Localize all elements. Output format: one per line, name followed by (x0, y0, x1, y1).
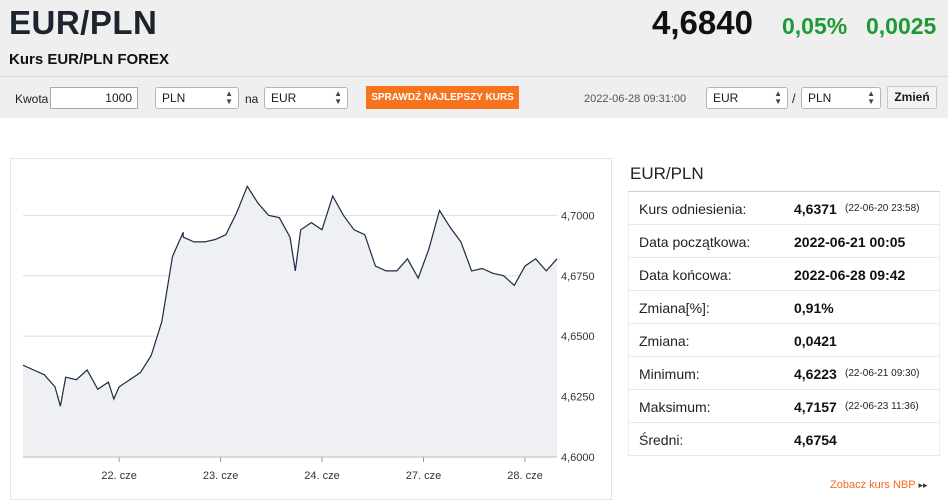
stats-row-end-date: Data końcowa: 2022-06-28 09:42 (628, 258, 940, 291)
stats-date: (22-06-20 23:58) (845, 203, 920, 214)
amount-label: Kwota (15, 92, 49, 106)
stats-value: 4,6754 (794, 432, 837, 448)
stats-row-minimum: Minimum: 4,6223 (22-06-21 09:30) (628, 357, 940, 390)
stats-row-change-pct: Zmiana[%]: 0,91% (628, 291, 940, 324)
from-currency-select[interactable]: PLN ▲ ▼ (155, 87, 239, 109)
best-rate-button[interactable]: SPRAWDŹ NAJLEPSZY KURS (366, 86, 519, 109)
base-currency-select[interactable]: EUR ▲ ▼ (706, 87, 788, 109)
stats-label: Zmiana[%]: (639, 300, 710, 316)
select-arrows-icon: ▲ ▼ (225, 89, 233, 106)
nbp-link-text: Zobacz kurs NBP (830, 479, 916, 491)
x-tick-label: 28. cze (507, 470, 542, 482)
stats-label: Maksimum: (639, 399, 711, 415)
to-currency-value: EUR (271, 91, 297, 105)
x-tick-label: 23. cze (203, 470, 238, 482)
divider (0, 76, 948, 77)
stats-value: 0,91% (794, 300, 834, 316)
stats-title: EUR/PLN (628, 158, 940, 192)
stats-label: Zmiana: (639, 333, 690, 349)
stats-value: 2022-06-21 00:05 (794, 234, 906, 250)
stats-row-start-date: Data początkowa: 2022-06-21 00:05 (628, 225, 940, 258)
select-arrows-icon: ▲ ▼ (774, 89, 782, 106)
y-tick-label: 4,6250 (561, 392, 595, 404)
series-line (22, 184, 558, 407)
stats-value: 4,6371 (794, 201, 837, 217)
to-label: na (245, 92, 259, 106)
page-subtitle: Kurs EUR/PLN FOREX (9, 51, 170, 68)
select-arrows-icon: ▲ ▼ (867, 89, 875, 106)
y-tick-label: 4,6750 (561, 271, 595, 283)
nbp-rate-link[interactable]: Zobacz kurs NBP ▸▸ (830, 479, 928, 491)
stats-value: 4,6223 (794, 366, 837, 382)
stats-table: Kurs odniesienia: 4,6371 (22-06-20 23:58… (628, 192, 940, 456)
x-tick-label: 27. cze (406, 470, 441, 482)
stats-row-maximum: Maksimum: 4,7157 (22-06-23 11:36) (628, 390, 940, 423)
x-tick-label: 22. cze (101, 470, 136, 482)
stats-row-reference: Kurs odniesienia: 4,6371 (22-06-20 23:58… (628, 192, 940, 225)
price-chart: 4,7000 4,6750 4,6500 4,6250 4,6000 22. cze 23.… (10, 158, 612, 500)
change-percent: 0,05% (782, 13, 848, 39)
double-arrow-icon: ▸▸ (918, 480, 928, 490)
y-tick-label: 4,6500 (561, 331, 595, 343)
from-currency-value: PLN (162, 91, 186, 105)
pair-title: EUR/PLN (9, 4, 158, 41)
stats-label: Data końcowa: (639, 267, 732, 283)
stats-row-average: Średni: 4,6754 (628, 423, 940, 456)
quote-timestamp: 2022-06-28 09:31:00 (584, 93, 687, 105)
stats-panel: EUR/PLN Kurs odniesienia: 4,6371 (22-06-… (628, 158, 940, 456)
y-tick-label: 4,7000 (561, 210, 595, 222)
stats-label: Minimum: (639, 366, 700, 382)
quote-header: EUR/PLN 4,6840 0,05% 0,0025 Kurs EUR/PLN… (0, 0, 948, 118)
to-currency-select[interactable]: EUR ▲ ▼ (264, 87, 348, 109)
base-currency-value: EUR (713, 91, 739, 105)
quote-currency-select[interactable]: PLN ▲ ▼ (801, 87, 881, 109)
quote-currency-value: PLN (808, 91, 832, 105)
x-tick-label: 24. cze (304, 470, 339, 482)
stats-value: 0,0421 (794, 333, 837, 349)
series-area (23, 186, 557, 458)
pair-separator: / (792, 91, 796, 106)
stats-label: Średni: (639, 432, 684, 448)
stats-value: 4,7157 (794, 399, 837, 415)
change-absolute: 0,0025 (866, 13, 937, 39)
price-chart-svg: 4,7000 4,6750 4,6500 4,6250 4,6000 22. cze 23.… (22, 167, 595, 482)
select-arrows-icon: ▲ ▼ (334, 89, 342, 106)
current-price: 4,6840 (652, 4, 753, 41)
stats-date: (22-06-21 09:30) (845, 368, 920, 379)
y-tick-label: 4,6000 (561, 452, 595, 464)
amount-input[interactable]: 1000 (50, 87, 138, 109)
stats-label: Kurs odniesienia: (639, 201, 747, 217)
stats-label: Data początkowa: (639, 234, 751, 250)
stats-date: (22-06-23 11:36) (845, 401, 919, 412)
stats-row-change: Zmiana: 0,0421 (628, 324, 940, 357)
change-pair-button[interactable]: Zmień (887, 86, 937, 109)
stats-value: 2022-06-28 09:42 (794, 267, 906, 283)
